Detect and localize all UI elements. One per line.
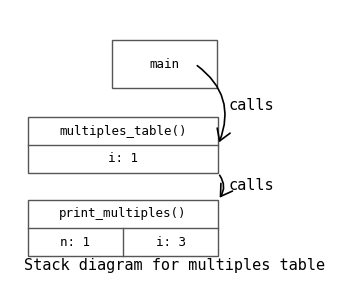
- Text: calls: calls: [228, 98, 274, 113]
- Text: i: 1: i: 1: [108, 153, 138, 166]
- Text: Stack diagram for multiples table: Stack diagram for multiples table: [25, 258, 326, 273]
- Text: calls: calls: [228, 179, 274, 194]
- FancyArrowPatch shape: [220, 175, 232, 196]
- Bar: [28, 117, 218, 173]
- Text: n: 1: n: 1: [60, 235, 91, 248]
- Bar: [112, 40, 217, 88]
- FancyArrowPatch shape: [197, 66, 230, 141]
- Text: i: 3: i: 3: [155, 235, 185, 248]
- Text: multiples_table(): multiples_table(): [59, 125, 187, 138]
- Bar: [28, 200, 218, 256]
- Text: print_multiples(): print_multiples(): [59, 207, 187, 220]
- Text: main: main: [150, 57, 179, 70]
